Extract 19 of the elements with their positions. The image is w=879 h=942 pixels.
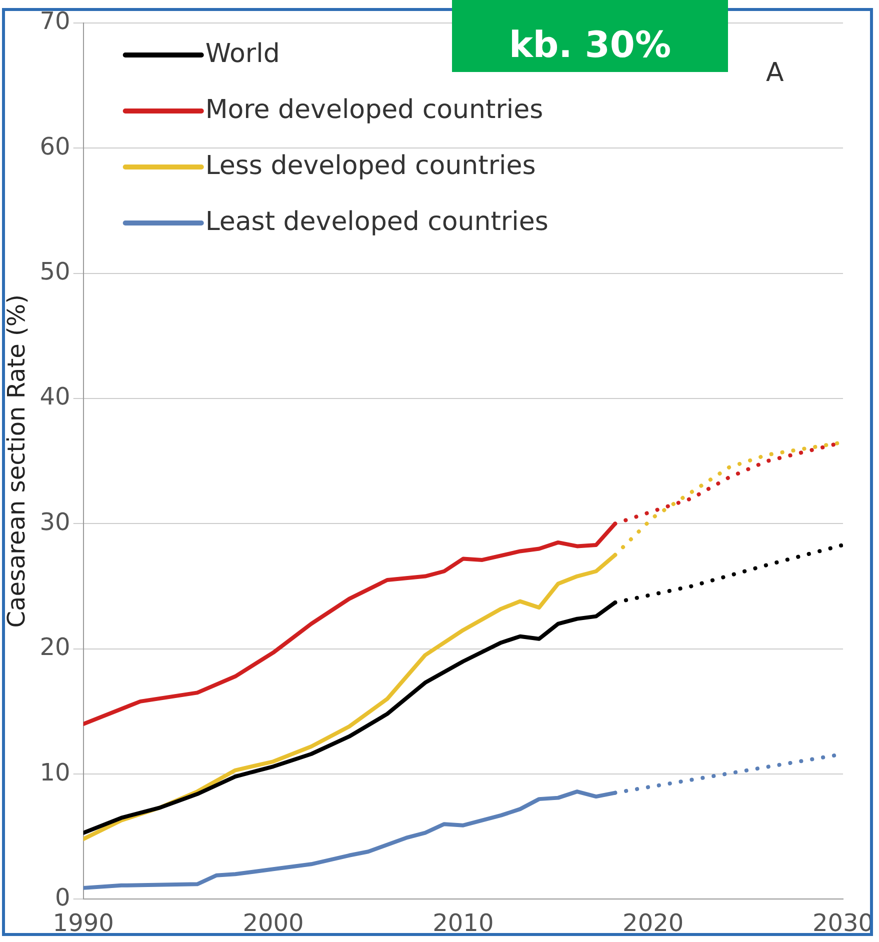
annotation: kb. 30% <box>452 0 728 72</box>
legend-label: Least developed countries <box>205 206 548 237</box>
legend-label: World <box>205 38 280 69</box>
x-tick-label: 2020 <box>622 908 684 937</box>
y-tick-label: 60 <box>40 132 70 160</box>
legend-label: More developed countries <box>205 94 544 125</box>
x-tick-label: 1990 <box>52 908 114 937</box>
y-tick-label: 10 <box>40 758 70 786</box>
x-tick-label: 2010 <box>432 908 494 937</box>
legend-label: Less developed countries <box>205 150 536 181</box>
y-tick-label: 50 <box>40 258 70 286</box>
y-tick-label: 70 <box>40 7 70 36</box>
y-tick-label: 20 <box>40 633 70 662</box>
y-tick-label: 30 <box>40 508 70 536</box>
annotation: A <box>766 58 784 88</box>
x-tick-label: 2000 <box>242 908 304 937</box>
y-tick-label: 40 <box>40 382 70 411</box>
y-tick-label: 0 <box>55 883 70 912</box>
y-axis-title: Caesarean section Rate (%) <box>2 294 31 628</box>
